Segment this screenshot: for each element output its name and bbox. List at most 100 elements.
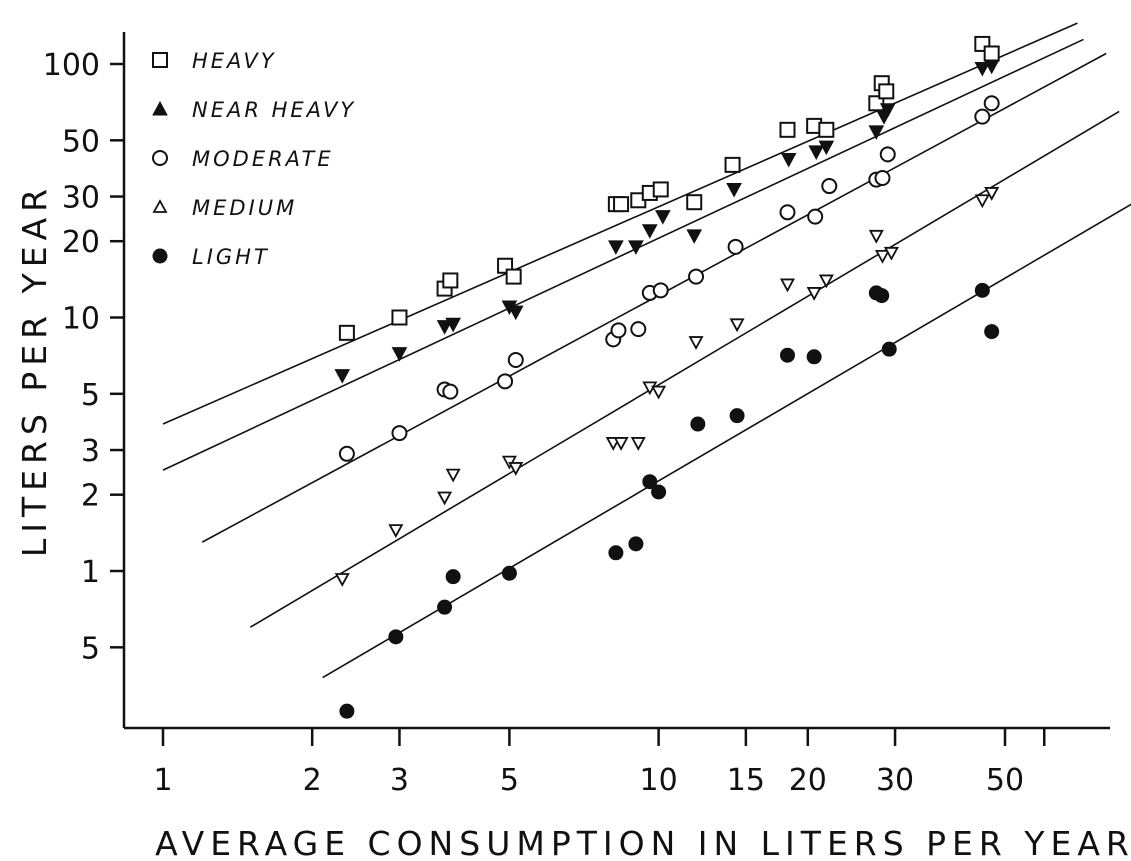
point-light [690, 416, 706, 432]
y-tick-label: 5 [81, 378, 100, 413]
point-moderate [610, 322, 627, 339]
point-medium [388, 524, 404, 538]
point-heavy [983, 45, 1000, 62]
point-light [628, 536, 644, 552]
y-tick-label: 2 [81, 479, 100, 514]
point-near-heavy [641, 224, 658, 239]
point-heavy [391, 309, 408, 326]
point-moderate [630, 321, 647, 338]
x-tick-label: 2 [303, 763, 322, 798]
x-tick-label: 50 [986, 763, 1024, 798]
point-moderate [688, 268, 705, 285]
point-near-heavy [445, 317, 461, 333]
point-near-heavy [628, 240, 644, 255]
point-near-heavy [879, 103, 896, 118]
point-moderate [807, 208, 824, 225]
legend-label-near-heavy: NEAR HEAVY [192, 98, 356, 122]
fit-line-near-heavy [162, 38, 1084, 471]
y-axis-title: LITERS PER YEAR [15, 183, 54, 557]
point-moderate [507, 351, 524, 368]
x-tick-label: 10 [640, 763, 678, 798]
point-medium [868, 229, 884, 244]
fit-line-light [322, 203, 1131, 679]
x-tick-label: 1 [153, 763, 172, 798]
y-tick-label: 5 [81, 631, 100, 666]
point-medium [874, 249, 891, 264]
point-medium [613, 437, 629, 451]
point-medium [334, 573, 350, 587]
point-medium [883, 246, 899, 261]
point-near-heavy [818, 140, 835, 156]
point-moderate [442, 383, 459, 400]
point-near-heavy [436, 320, 453, 335]
point-medium [437, 491, 453, 506]
x-tick-label: 5 [500, 763, 519, 798]
fit-lines [162, 22, 1131, 679]
point-heavy [505, 268, 522, 285]
x-tick-label: 15 [727, 763, 765, 798]
data-points [334, 35, 1000, 719]
point-light [445, 569, 461, 585]
point-light [874, 288, 890, 304]
point-light [437, 599, 453, 615]
point-light [651, 484, 667, 500]
point-moderate [391, 425, 408, 442]
legend: HEAVY NEAR HEAVY MODERATE MEDIUM LIGHT [152, 49, 356, 269]
point-light [974, 282, 990, 298]
point-near-heavy [655, 210, 671, 225]
legend-marker-medium [152, 199, 168, 213]
point-light [339, 703, 355, 719]
point-medium [974, 194, 990, 209]
point-heavy [779, 121, 796, 138]
y-tick-label: 1 [81, 555, 100, 590]
point-medium [445, 468, 461, 483]
legend-marker-light [152, 248, 168, 264]
point-medium [984, 187, 1000, 201]
point-near-heavy [686, 229, 703, 244]
point-moderate [652, 282, 669, 299]
point-light [501, 565, 517, 581]
point-light [388, 629, 404, 645]
point-near-heavy [334, 369, 351, 384]
point-near-heavy [983, 59, 1000, 75]
x-tick-label: 3 [390, 763, 409, 798]
point-medium [818, 274, 834, 289]
point-light [729, 408, 745, 424]
legend-marker-heavy [152, 52, 168, 68]
point-moderate [727, 238, 744, 255]
legend-label-moderate: MODERATE [192, 147, 334, 171]
point-heavy [818, 121, 835, 138]
point-light [642, 474, 658, 490]
point-heavy [724, 156, 741, 173]
legend-label-light: LIGHT [192, 245, 270, 269]
point-medium [779, 278, 796, 293]
point-near-heavy [608, 240, 624, 255]
y-tick-label: 50 [62, 124, 100, 159]
legend-label-medium: MEDIUM [192, 196, 297, 220]
point-near-heavy [974, 61, 991, 77]
y-tick-label: 3 [81, 434, 100, 469]
point-near-heavy [868, 125, 885, 140]
point-moderate [879, 146, 896, 163]
point-heavy [613, 196, 630, 213]
y-tick-label: 10 [62, 302, 100, 337]
x-tick-label: 20 [789, 763, 827, 798]
legend-marker-near-heavy [152, 100, 168, 116]
point-heavy [686, 194, 703, 211]
point-heavy [338, 324, 355, 341]
point-medium [729, 318, 745, 333]
point-medium [630, 437, 646, 451]
point-moderate [974, 108, 991, 125]
fit-line-heavy [162, 22, 1078, 425]
point-light [608, 545, 624, 561]
point-light [881, 341, 897, 357]
point-light [806, 349, 822, 365]
x-axis-title: AVERAGE CONSUMPTION IN LITERS PER YEAR [155, 824, 1131, 861]
point-medium [651, 385, 667, 400]
point-moderate [821, 178, 838, 195]
point-moderate [497, 373, 514, 390]
legend-label-heavy: HEAVY [192, 49, 277, 73]
point-near-heavy [726, 182, 742, 198]
fit-line-medium [249, 110, 1120, 628]
